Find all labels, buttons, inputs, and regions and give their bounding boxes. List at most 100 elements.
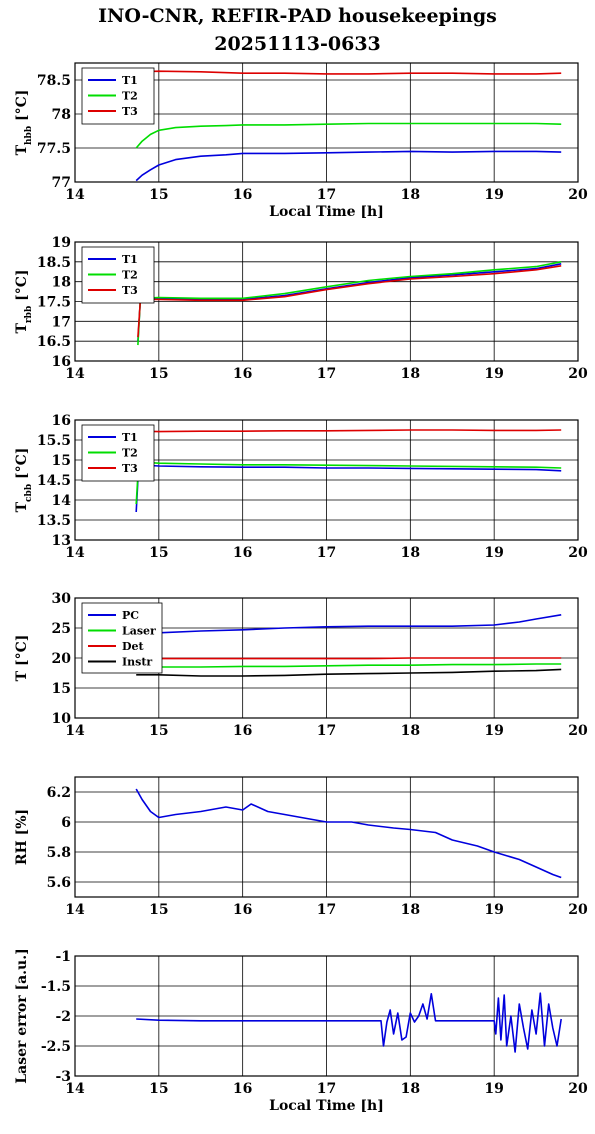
- x-tick-label: 19: [484, 366, 503, 382]
- chart-title-line2: 20251113-0633: [214, 33, 381, 55]
- legend-label: T3: [122, 284, 138, 297]
- panel-3: 14 15 16 17 18 19 20 13 13.5 14 14.5 15 15.5 16 Tcbb […: [14, 413, 588, 561]
- x-tick-label: 16: [233, 1081, 252, 1097]
- y-tick-label: 16: [52, 354, 71, 370]
- y-tick-label: 13: [52, 533, 71, 549]
- legend-label: T2: [122, 447, 138, 460]
- x-tick-label: 14: [65, 366, 85, 382]
- x-tick-label: 20: [568, 187, 588, 203]
- legend-label: T1: [122, 431, 138, 444]
- y-tick-label: 78.5: [37, 73, 71, 89]
- y-tick-label: 16.5: [37, 334, 71, 350]
- y-tick-label: 5.8: [47, 845, 71, 861]
- x-tick-label: 19: [484, 902, 503, 918]
- x-tick-label: 19: [484, 545, 503, 561]
- y-axis-label-unit: [°C]: [14, 90, 30, 126]
- series-line-t1: [135, 463, 562, 513]
- x-tick-label: 16: [233, 902, 252, 918]
- x-tick-label: 18: [401, 902, 420, 918]
- legend-label: PC: [122, 609, 139, 622]
- y-axis-label: RH [%]: [14, 809, 30, 865]
- legend-label: T2: [122, 90, 138, 103]
- legend: T1 T2 T3: [81, 67, 155, 125]
- x-tick-label: 14: [65, 187, 85, 203]
- x-tick-label: 20: [568, 545, 588, 561]
- y-tick-label: 6.2: [47, 785, 71, 801]
- series-line-t2: [135, 461, 562, 505]
- x-tick-label: 20: [568, 902, 588, 918]
- x-tick-label: 18: [401, 1081, 420, 1097]
- x-tick-label: 18: [401, 187, 420, 203]
- x-tick-label: 15: [149, 723, 168, 739]
- series-line-data: [136, 992, 562, 1053]
- y-axis-label-unit: [°C]: [14, 269, 30, 305]
- series-line-t3: [136, 70, 562, 75]
- x-tick-label: 15: [149, 545, 168, 561]
- panel-4: 14 15 16 17 18 19 20 10 15 20 25 30 T [°C] PC Laser Det…: [14, 591, 588, 739]
- legend-label: T3: [122, 462, 138, 475]
- plot-frame: [74, 62, 579, 183]
- y-axis-label-subscript: hbb: [24, 126, 34, 145]
- series-line-instr: [136, 668, 562, 677]
- legend-label: Instr: [122, 656, 152, 669]
- y-tick-label: 15: [52, 681, 71, 697]
- y-tick-label: 77.5: [37, 141, 71, 157]
- series-line-laser: [136, 663, 562, 668]
- x-tick-label: 17: [317, 545, 336, 561]
- y-tick-label: 18: [52, 275, 71, 291]
- plot-frame: [74, 241, 579, 362]
- x-tick-label: 15: [149, 1081, 168, 1097]
- x-tick-label: 17: [317, 366, 336, 382]
- y-tick-label: 16: [52, 413, 71, 429]
- y-tick-label: 13.5: [37, 513, 71, 529]
- x-tick-label: 15: [149, 902, 168, 918]
- series-line-t2: [137, 261, 562, 346]
- panel-6: 14 15 16 17 18 19 20 -3 -2.5 -2 -1.5 -1 Laser error …: [14, 948, 588, 1114]
- x-tick-label: 19: [484, 723, 503, 739]
- y-tick-label: -3: [55, 1069, 71, 1085]
- x-tick-label: 17: [317, 187, 336, 203]
- series-line-t2: [135, 122, 562, 149]
- x-tick-label: 16: [233, 723, 252, 739]
- legend-label: T3: [122, 105, 138, 118]
- y-tick-label: -2.5: [41, 1039, 71, 1055]
- plot-frame: [74, 776, 579, 898]
- series-line-pc: [136, 614, 562, 637]
- y-tick-label: 19: [52, 235, 71, 251]
- x-tick-label: 16: [233, 545, 252, 561]
- y-tick-label: 17: [52, 314, 71, 330]
- x-tick-label: 17: [317, 723, 336, 739]
- legend-label: T1: [122, 74, 138, 87]
- x-tick-label: 16: [233, 366, 252, 382]
- legend-label: Laser: [122, 625, 156, 638]
- plot-frame: [74, 955, 579, 1077]
- y-tick-label: 5.6: [47, 875, 71, 891]
- x-tick-label: 16: [233, 187, 252, 203]
- y-tick-label: 30: [52, 591, 72, 607]
- series-line-t1: [135, 150, 562, 182]
- series-line-t1: [137, 263, 562, 342]
- legend: PC Laser Det Instr: [81, 602, 163, 674]
- panel-5: 14 15 16 17 18 19 20 5.6 5.8 6 6.2 RH [%]: [14, 776, 588, 918]
- x-tick-label: 19: [484, 187, 503, 203]
- y-tick-label: 6: [61, 815, 71, 831]
- y-tick-label: 17.5: [37, 295, 71, 311]
- x-tick-label: 14: [65, 902, 85, 918]
- series-line-t3: [136, 429, 562, 433]
- series-line-t3: [137, 265, 562, 338]
- x-tick-label: 15: [149, 366, 168, 382]
- x-tick-label: 19: [484, 1081, 503, 1097]
- panel-2: 14 15 16 17 18 19 20 16 16.5 17 17.5 18 18.5 19 Trbb […: [14, 235, 588, 382]
- y-tick-label: -2: [55, 1009, 71, 1025]
- legend-label: T2: [122, 269, 138, 282]
- y-axis-label: Thbb [°C]: [14, 90, 34, 156]
- x-tick-label: 20: [568, 366, 588, 382]
- x-tick-label: 20: [568, 1081, 588, 1097]
- x-tick-label: 14: [65, 1081, 85, 1097]
- y-tick-label: 78: [52, 107, 71, 123]
- x-tick-label: 18: [401, 366, 420, 382]
- y-axis-label: Trbb [°C]: [14, 269, 34, 333]
- x-axis-label: Local Time [h]: [269, 1098, 384, 1114]
- plot-frame: [74, 419, 579, 541]
